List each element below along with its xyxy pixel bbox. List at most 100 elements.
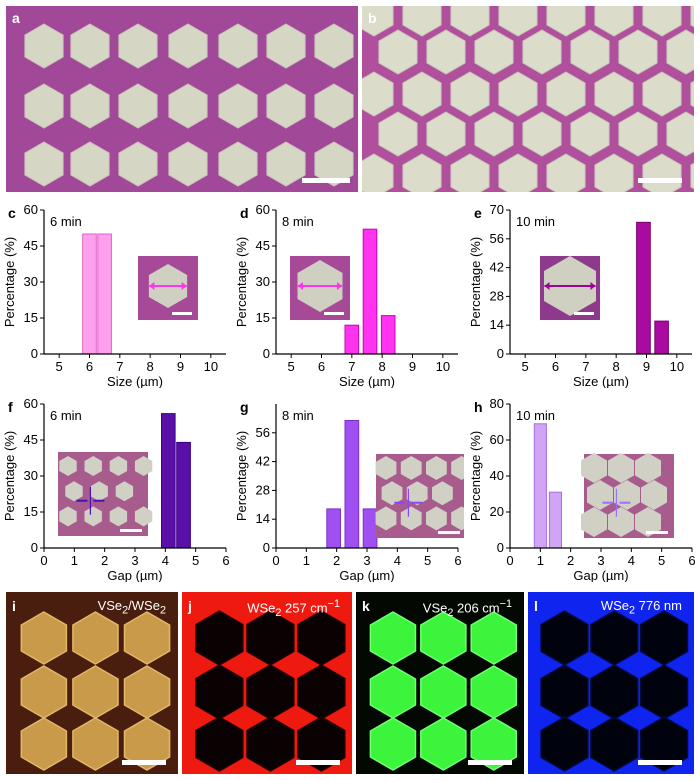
hexagon-flake (570, 111, 610, 157)
hexagon-flake (666, 29, 694, 75)
hexagon-flake (426, 456, 447, 480)
x-axis-label: Gap (µm) (107, 568, 162, 582)
inset-image (290, 256, 350, 320)
hexagon-flake (168, 83, 208, 129)
arrow-head-icon (181, 282, 187, 290)
y-axis-label: Percentage (%) (468, 237, 483, 327)
x-tick-label: 1 (71, 553, 78, 568)
scale-bar (638, 760, 682, 765)
hexagon-flake (362, 153, 394, 192)
raman-map-k: k VSe2 206 cm−1 (356, 592, 524, 774)
hexagon-flake (70, 141, 110, 187)
x-tick-label: 2 (567, 553, 574, 568)
x-tick-label: 6 (688, 553, 695, 568)
bar (97, 233, 112, 355)
map-svg (356, 592, 524, 774)
hexagon-flake (369, 717, 417, 771)
hexagon-flake (218, 83, 258, 129)
map-title: WSe2 257 cm−1 (247, 598, 340, 619)
x-tick-label: 4 (162, 553, 169, 568)
y-tick-label: 0 (263, 346, 270, 361)
hexagon-flake (24, 23, 64, 69)
hexagon-flake (59, 506, 77, 527)
map-title: VSe2/WSe2 (97, 598, 166, 617)
bar (380, 315, 396, 355)
hexagon-flake (59, 456, 77, 476)
hexagon-flake (426, 506, 447, 531)
hexagon-flake (109, 456, 128, 476)
hexagon-flake (72, 611, 119, 665)
arrow-head-icon (149, 282, 155, 290)
panel-label: g (240, 399, 249, 415)
optical-image-a: a (6, 6, 358, 192)
panel-label: i (12, 598, 16, 614)
panel-label: e (474, 205, 482, 221)
y-tick-label: 14 (490, 317, 504, 332)
y-tick-label: 15 (24, 504, 38, 519)
hexagon-flake (266, 141, 306, 187)
hexagon-flake (498, 153, 538, 192)
hexagon-flake (218, 23, 258, 69)
hexagon-flake (618, 29, 658, 75)
hexagon-flake (70, 83, 110, 129)
x-axis-label: Size (µm) (339, 374, 395, 388)
y-axis-label: Percentage (%) (2, 431, 17, 521)
x-tick-label: 4 (628, 553, 635, 568)
hexagon-flake (690, 80, 694, 108)
inset-image (540, 256, 600, 320)
y-tick-label: 60 (256, 202, 270, 217)
x-tick-label: 6 (318, 359, 325, 374)
x-tick-label: 6 (552, 359, 559, 374)
map-svg (528, 592, 694, 774)
hexagon-flake (90, 481, 108, 502)
hexagon-flake (450, 71, 490, 117)
y-tick-label: 42 (256, 454, 270, 469)
bar (362, 228, 378, 355)
scale-bar (646, 531, 668, 534)
hexagon-flake (400, 456, 422, 480)
map-svg (182, 592, 352, 774)
hexagon-flake (426, 111, 466, 157)
hexagon-flake (118, 23, 158, 69)
panel-label: c (8, 205, 16, 221)
hexagon-flake (20, 611, 68, 665)
hexagon-flake (642, 6, 682, 37)
hexagon-flake (70, 23, 110, 69)
y-tick-label: 45 (24, 238, 38, 253)
hexagon-flake (362, 71, 394, 117)
x-tick-label: 10 (436, 359, 450, 374)
duration-label: 8 min (282, 408, 314, 423)
y-tick-label: 40 (490, 468, 504, 483)
hexagon-flake (406, 481, 428, 506)
y-axis-label: Percentage (%) (2, 237, 17, 327)
hexagon-flake (72, 717, 119, 771)
x-tick-label: 10 (204, 359, 218, 374)
y-tick-label: 0 (31, 346, 38, 361)
y-axis-label: Percentage (%) (234, 237, 249, 327)
hexagon-flake (218, 141, 258, 187)
x-tick-label: 2 (333, 553, 340, 568)
hexagon-flake (402, 71, 442, 117)
x-tick-label: 2 (101, 553, 108, 568)
scale-bar (638, 178, 682, 183)
hexagon-flake (24, 83, 64, 129)
hexagon-flake (118, 141, 158, 187)
x-tick-label: 3 (363, 553, 370, 568)
duration-label: 6 min (50, 408, 82, 423)
hexagon-flake (314, 141, 354, 187)
hexagon-flake (450, 6, 490, 37)
hexagon-flake (314, 23, 354, 69)
y-tick-label: 42 (490, 260, 504, 275)
arrow-head-icon (337, 282, 343, 290)
hexagon-flake (123, 717, 171, 771)
inset-image (58, 452, 153, 536)
x-tick-label: 8 (379, 359, 386, 374)
bar (654, 320, 669, 355)
y-tick-label: 56 (490, 231, 504, 246)
panel-label: k (362, 598, 370, 614)
hexagon-flake (362, 6, 394, 37)
y-tick-label: 0 (31, 540, 38, 555)
duration-label: 10 min (516, 214, 555, 229)
y-tick-label: 80 (490, 396, 504, 411)
